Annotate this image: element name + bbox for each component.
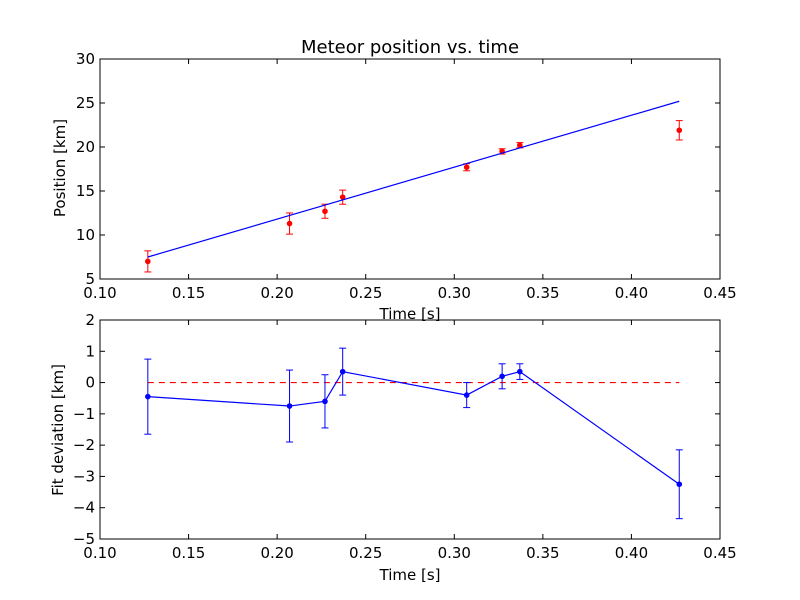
x-tick-label: 0.30 <box>438 544 471 562</box>
y-tick-label: −2 <box>73 436 95 454</box>
y-tick-label: 2 <box>85 311 95 329</box>
x-tick-label: 0.25 <box>349 284 382 302</box>
y-tick-label: −3 <box>73 467 95 485</box>
y-tick-label: 10 <box>76 226 95 244</box>
data-point <box>463 164 470 171</box>
y-axis-label-bottom: Fit deviation [km] <box>49 364 67 496</box>
data-point <box>517 142 523 149</box>
x-axis-label-bottom: Time [s] <box>379 566 441 584</box>
x-tick-label: 0.45 <box>703 284 736 302</box>
plot-frame <box>99 58 721 280</box>
y-tick-label: 1 <box>85 342 95 360</box>
x-tick-label: 0.35 <box>526 544 559 562</box>
y-axis-label-top: Position [km] <box>51 119 69 217</box>
fit-deviation-plot: 0.10 0.15 0.20 0.25 0.30 0.35 0.40 0.45 −5 −4 −3 −2… <box>73 311 737 562</box>
plot-frame <box>99 319 721 540</box>
x-tick-label: 0.10 <box>83 284 116 302</box>
y-tick-label: 5 <box>85 270 95 288</box>
y-tick-label: −1 <box>73 405 95 423</box>
y-tick-label: −4 <box>73 499 95 517</box>
data-point <box>145 393 151 400</box>
y-tick-label: 15 <box>76 182 95 200</box>
y-tick-label: −5 <box>73 530 95 548</box>
data-point <box>463 392 470 398</box>
data-point <box>286 403 293 409</box>
y-tick-label: 0 <box>85 374 95 392</box>
x-tick-label: 0.35 <box>526 284 559 302</box>
x-tick-label: 0.15 <box>172 544 205 562</box>
x-axis-label-top: Time [s] <box>379 305 441 323</box>
position-plot: 0.10 0.15 0.20 0.25 0.30 0.35 0.40 0.45 5 10 15 20 2… <box>76 50 737 302</box>
data-point <box>517 368 523 375</box>
x-tick-label: 0.45 <box>703 544 736 562</box>
data-point <box>322 398 328 405</box>
data-point <box>339 194 346 200</box>
data-point <box>676 481 683 488</box>
data-point <box>499 373 505 380</box>
y-tick-label: 20 <box>76 138 95 156</box>
fit-line <box>147 100 680 258</box>
data-point <box>339 368 346 375</box>
data-point <box>286 220 293 227</box>
x-tick-label: 0.20 <box>260 284 293 302</box>
x-tick-label: 0.10 <box>83 544 116 562</box>
data-point <box>145 258 151 265</box>
x-tick-label: 0.40 <box>615 544 648 562</box>
x-tick-label: 0.20 <box>260 544 293 562</box>
data-point <box>676 127 683 134</box>
x-tick-label: 0.15 <box>172 284 205 302</box>
deviation-line <box>147 370 680 485</box>
x-tick-label: 0.40 <box>615 284 648 302</box>
x-tick-label: 0.30 <box>438 284 471 302</box>
x-tick-label: 0.25 <box>349 544 382 562</box>
y-tick-label: 30 <box>76 50 95 68</box>
y-tick-label: 25 <box>76 94 95 112</box>
data-point <box>322 208 328 215</box>
chart-title: Meteor position vs. time <box>301 37 519 58</box>
